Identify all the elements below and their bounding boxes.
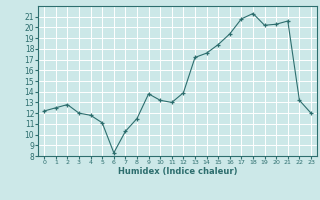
X-axis label: Humidex (Indice chaleur): Humidex (Indice chaleur) — [118, 167, 237, 176]
